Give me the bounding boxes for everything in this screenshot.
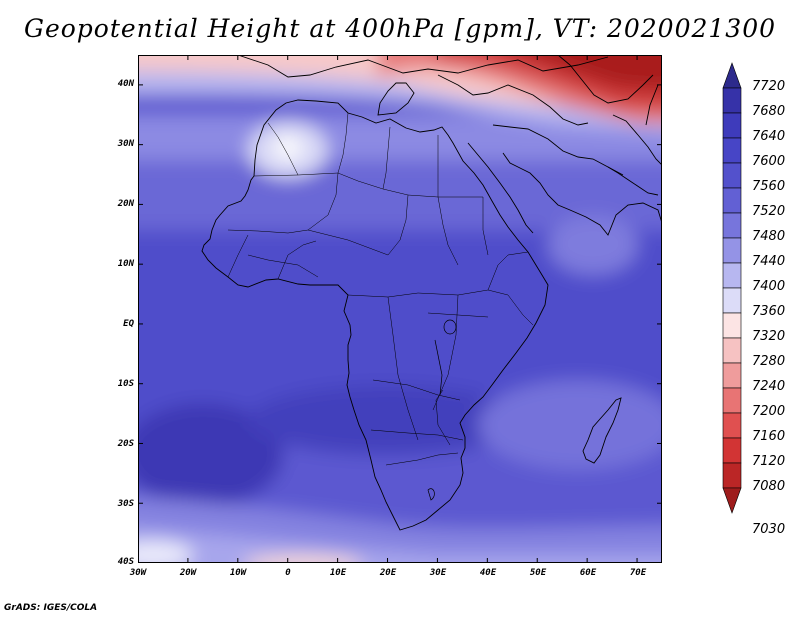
colorbar-swatch [722, 137, 742, 164]
lat-label: 40N [117, 79, 134, 89]
country-borders [227, 112, 534, 466]
lakes [427, 319, 457, 501]
colorbar-label: 7320 [752, 329, 786, 344]
colorbar-swatches [722, 62, 742, 514]
colorbar-label: 7680 [752, 104, 786, 119]
lon-label: 20W [179, 568, 197, 578]
credit-text: GrADS: IGES/COLA [4, 603, 98, 613]
colorbar-label: 7520 [752, 204, 786, 219]
colorbar-label: 7030 [752, 522, 786, 537]
lon-label: 70E [629, 568, 647, 578]
axis-ticks [138, 55, 662, 563]
lon-label: 50E [529, 568, 547, 578]
colorbar-swatch [722, 187, 742, 214]
colorbar-label: 7560 [752, 179, 786, 194]
colorbar-label: 7400 [752, 279, 786, 294]
colorbar-label: 7600 [752, 154, 786, 169]
colorbar-label: 7480 [752, 229, 786, 244]
lon-label: 40E [479, 568, 497, 578]
colorbar-swatch [722, 112, 742, 139]
lon-label: 20E [379, 568, 397, 578]
colorbar-label: 7120 [752, 454, 786, 469]
lon-label: 0 [285, 568, 291, 578]
colorbar-swatch [722, 62, 742, 89]
lat-label: 20S [117, 439, 134, 449]
colorbar-label: 7440 [752, 254, 786, 269]
colorbar-swatch [722, 462, 742, 489]
colorbar-swatch [722, 387, 742, 414]
lat-label: 10N [117, 259, 134, 269]
lat-label: 30S [117, 499, 134, 509]
coastlines [201, 55, 662, 531]
colorbar-swatch [722, 337, 742, 364]
lon-label: 60E [579, 568, 597, 578]
colorbar-swatch [722, 212, 742, 239]
map-frame [138, 55, 662, 563]
lon-label: 30E [429, 568, 447, 578]
colorbar-swatch [722, 87, 742, 114]
colorbar-label: 7160 [752, 429, 786, 444]
colorbar-label: 7080 [752, 479, 786, 494]
colorbar-swatch [722, 362, 742, 389]
lat-label: 10S [117, 379, 134, 389]
lat-label: 30N [117, 139, 134, 149]
colorbar-label: 7720 [752, 79, 786, 94]
colorbar-swatch [722, 287, 742, 314]
colorbar-label: 7200 [752, 404, 786, 419]
lat-label: 20N [117, 199, 134, 209]
map-plot [138, 55, 662, 563]
lon-label: 10E [329, 568, 347, 578]
lon-label: 10W [229, 568, 247, 578]
colorbar-label: 7640 [752, 129, 786, 144]
colorbar-swatch [722, 162, 742, 189]
colorbar-swatch [722, 487, 742, 514]
colorbar-swatch [722, 412, 742, 439]
colorbar-label: 7240 [752, 379, 786, 394]
colorbar [722, 62, 742, 514]
colorbar-swatch [722, 237, 742, 264]
colorbar-label: 7280 [752, 354, 786, 369]
height-field [138, 55, 662, 563]
colorbar-swatch [722, 312, 742, 339]
lon-label: 30W [129, 568, 147, 578]
colorbar-label: 7360 [752, 304, 786, 319]
colorbar-swatch [722, 262, 742, 289]
lat-label: EQ [123, 319, 134, 329]
map-panel [138, 55, 662, 563]
map-title: Geopotential Height at 400hPa [gpm], VT:… [23, 14, 777, 43]
colorbar-swatch [722, 437, 742, 464]
lat-label: 40S [117, 557, 134, 567]
